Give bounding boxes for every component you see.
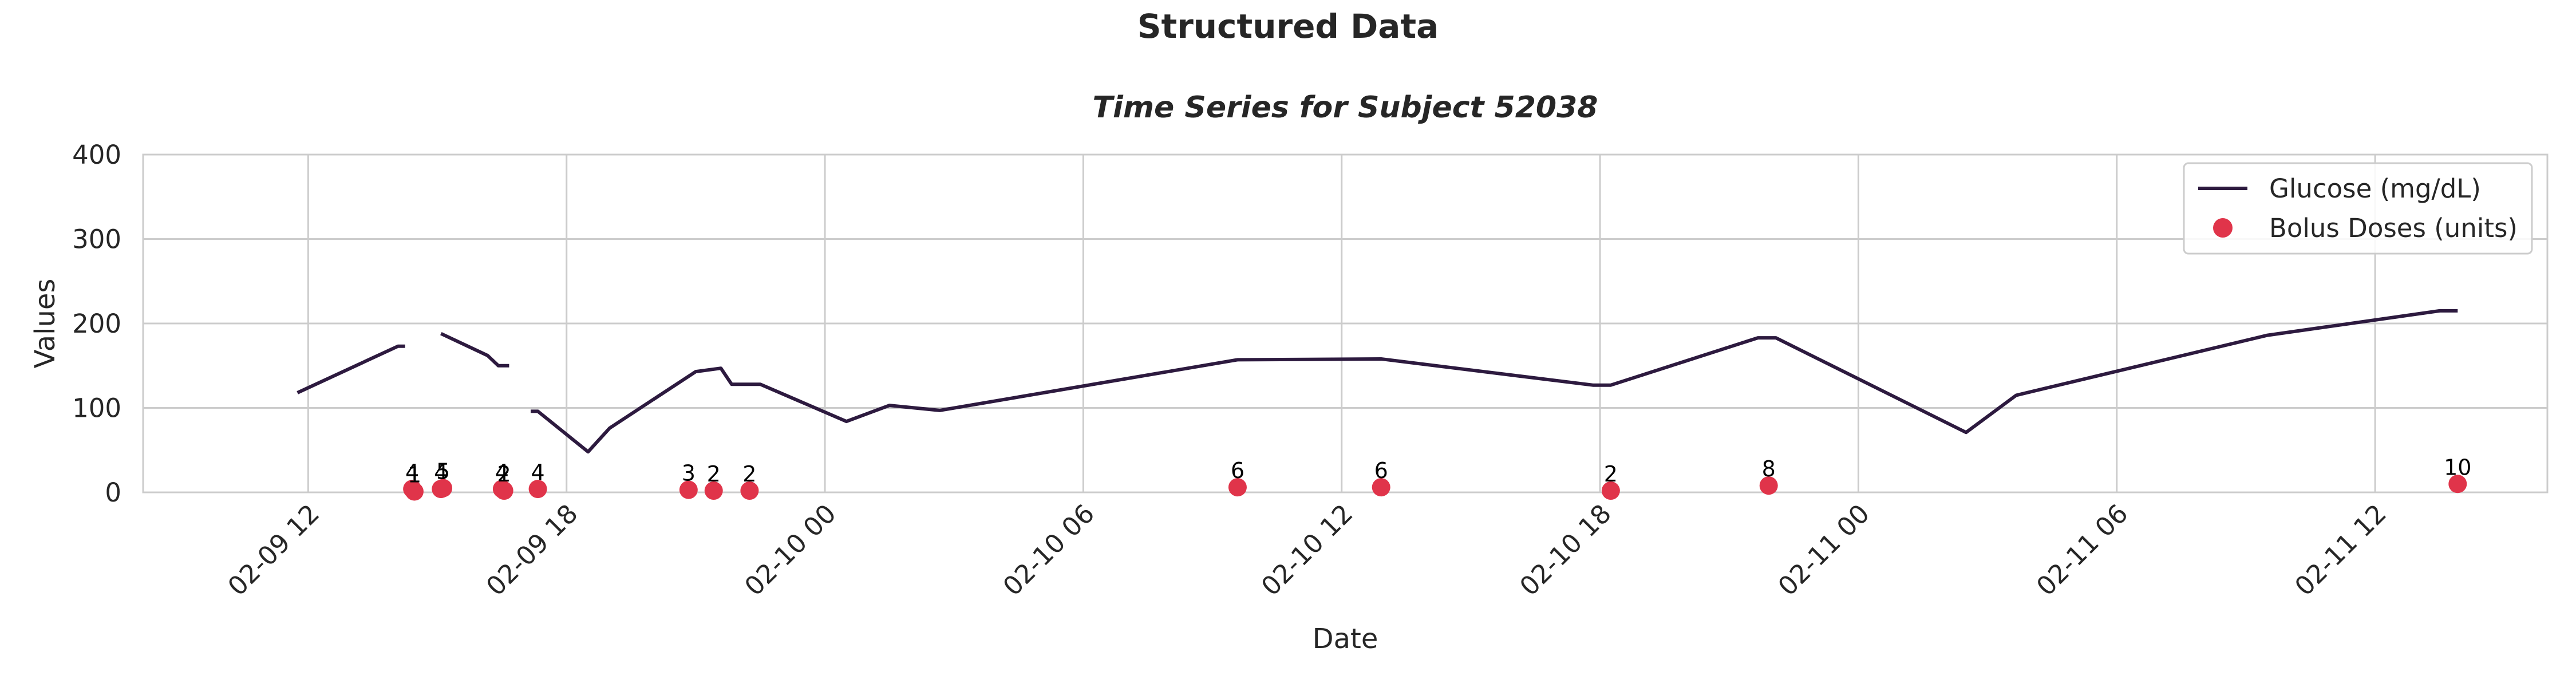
bolus-value-label: 4 [495,460,509,485]
x-tick-label: 02-11 06 [2030,498,2134,602]
y-tick-label: 200 [72,309,121,339]
bolus-point [1601,481,1620,500]
y-ticks: 0 100 200 300 400 [72,140,121,508]
x-tick-label: 02-09 18 [480,498,584,602]
x-ticks: 02-09 12 02-09 18 02-10 00 02-10 06 02-10 12… [222,498,2392,602]
x-tick-label: 02-10 12 [1255,498,1359,602]
bolus-point [1759,476,1778,495]
bolus-value-label: 3 [682,461,696,486]
x-tick-label: 02-10 00 [738,498,842,602]
legend-label-glucose: Glucose (mg/dL) [2269,173,2481,204]
glucose-line [440,331,509,368]
chart-title: Time Series for Subject 52038 [1093,90,1598,125]
legend-dot-swatch [2213,218,2233,238]
bolus-value-label: 6 [1231,458,1244,483]
y-tick-label: 100 [72,393,121,424]
bolus-value-label: 8 [1762,456,1776,481]
bolus-value-label: 6 [1374,458,1388,483]
glucose-series [297,309,2458,454]
bolus-point [434,479,453,498]
x-tick-label: 02-09 12 [222,498,326,602]
bolus-value-label: 2 [1604,461,1618,487]
bolus-point [405,482,424,501]
bolus-series: 41 45 42 4 3 2 2 6 6 2 8 10 [403,455,2471,501]
bolus-value-label: 1 [408,463,421,488]
y-tick-label: 0 [105,477,121,508]
legend: Glucose (mg/dL) Bolus Doses (units) [2183,162,2533,255]
bolus-value-label: 4 [531,460,544,485]
bolus-point [495,481,513,500]
y-tick-label: 400 [72,140,121,170]
x-tick-label: 02-10 18 [1514,498,1617,602]
x-tick-label: 02-11 12 [2289,498,2392,602]
legend-label-bolus: Bolus Doses (units) [2269,213,2518,243]
bolus-value-label: 4 [405,460,419,485]
y-axis-label: Values [29,279,61,369]
bolus-point [1228,478,1247,497]
bolus-value-label: 10 [2444,455,2471,480]
x-tick-label: 02-11 00 [1772,498,1876,602]
plot-frame [142,153,2549,493]
figure-title: Structured Data [1137,7,1439,46]
y-tick-label: 300 [72,224,121,255]
x-tick-label: 02-10 06 [997,498,1101,602]
bolus-point [1372,478,1390,497]
glucose-line [531,309,2458,454]
bolus-point [528,480,547,499]
bolus-point [2448,475,2467,493]
x-axis-label: Date [1313,623,1378,655]
bolus-value-label: 2 [707,461,721,487]
glucose-line [297,344,405,394]
bolus-point [704,481,723,500]
bolus-value-label: 2 [742,461,756,487]
legend-box [2183,162,2533,255]
bolus-point [679,480,698,499]
bolus-value-label: 5 [436,459,450,484]
bolus-point [740,481,759,500]
bolus-value-label: 2 [497,461,511,487]
